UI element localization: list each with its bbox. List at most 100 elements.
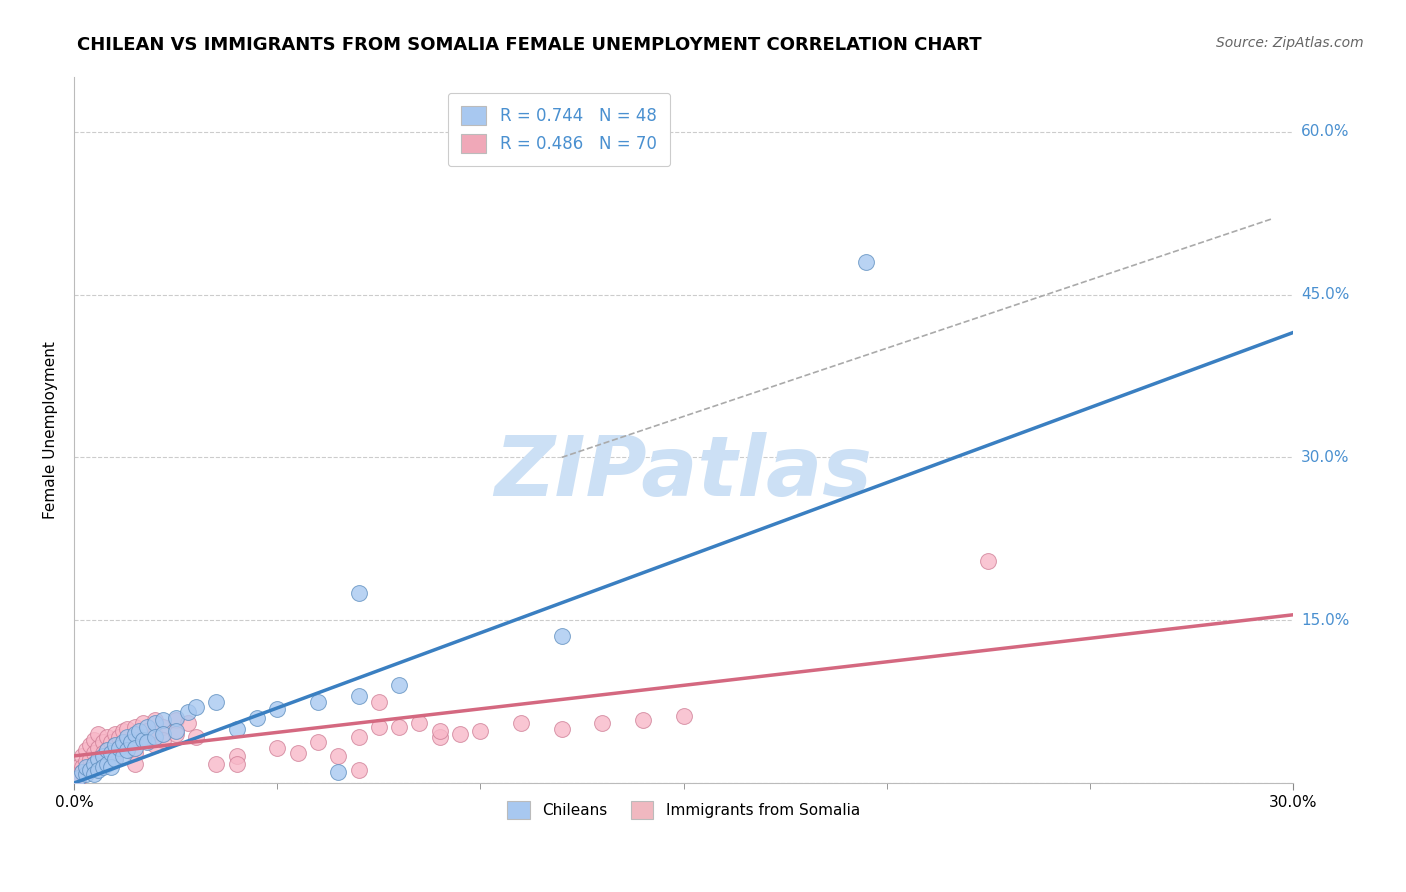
Point xyxy=(550,630,572,644)
Point xyxy=(136,723,159,738)
Point xyxy=(70,760,93,774)
Point xyxy=(367,720,389,734)
Point xyxy=(70,765,93,780)
Text: ZIPatlas: ZIPatlas xyxy=(495,432,873,513)
Point xyxy=(67,772,90,787)
Text: CHILEAN VS IMMIGRANTS FROM SOMALIA FEMALE UNEMPLOYMENT CORRELATION CHART: CHILEAN VS IMMIGRANTS FROM SOMALIA FEMAL… xyxy=(77,36,981,54)
Point xyxy=(124,720,146,734)
Point xyxy=(104,752,127,766)
Point xyxy=(100,760,122,774)
Point xyxy=(115,743,138,757)
Point xyxy=(152,732,174,747)
Point xyxy=(115,731,138,745)
Point xyxy=(672,708,695,723)
Point xyxy=(225,748,247,763)
Point xyxy=(266,741,288,756)
Point xyxy=(855,255,877,269)
Y-axis label: Female Unemployment: Female Unemployment xyxy=(44,342,58,519)
Point xyxy=(96,743,118,757)
Point xyxy=(96,756,118,771)
Point xyxy=(83,756,105,771)
Point xyxy=(87,727,110,741)
Point xyxy=(104,752,127,766)
Point xyxy=(367,695,389,709)
Point xyxy=(124,746,146,760)
Point xyxy=(550,722,572,736)
Point xyxy=(100,746,122,760)
Point xyxy=(143,738,166,752)
Point xyxy=(83,732,105,747)
Point xyxy=(91,748,114,763)
Point xyxy=(143,731,166,745)
Point xyxy=(100,735,122,749)
Point xyxy=(177,706,200,720)
Point xyxy=(100,746,122,760)
Point xyxy=(184,700,207,714)
Point xyxy=(184,731,207,745)
Point xyxy=(132,732,155,747)
Point xyxy=(115,722,138,736)
Point xyxy=(79,752,101,766)
Point xyxy=(124,727,146,741)
Point xyxy=(143,713,166,727)
Point xyxy=(246,711,269,725)
Point xyxy=(111,735,134,749)
Point xyxy=(307,695,329,709)
Point xyxy=(165,727,187,741)
Point xyxy=(152,713,174,727)
Point xyxy=(591,716,613,731)
Point xyxy=(115,735,138,749)
Point xyxy=(205,756,228,771)
Point xyxy=(75,767,97,781)
Text: 30.0%: 30.0% xyxy=(1301,450,1350,465)
Point xyxy=(328,765,350,780)
Point xyxy=(470,723,492,738)
Text: 45.0%: 45.0% xyxy=(1301,287,1350,302)
Point xyxy=(266,702,288,716)
Point xyxy=(75,743,97,757)
Point xyxy=(143,727,166,741)
Point xyxy=(347,586,370,600)
Point xyxy=(111,738,134,752)
Point xyxy=(429,731,451,745)
Point xyxy=(132,716,155,731)
Point xyxy=(70,765,93,780)
Point xyxy=(165,713,187,727)
Point xyxy=(87,763,110,777)
Legend: Chileans, Immigrants from Somalia: Chileans, Immigrants from Somalia xyxy=(501,795,866,825)
Point xyxy=(408,716,430,731)
Point xyxy=(388,678,411,692)
Point xyxy=(225,756,247,771)
Point xyxy=(388,720,411,734)
Point xyxy=(152,720,174,734)
Point xyxy=(104,738,127,752)
Point xyxy=(143,716,166,731)
Point xyxy=(225,722,247,736)
Point xyxy=(104,738,127,752)
Point xyxy=(136,720,159,734)
Point xyxy=(128,723,150,738)
Point xyxy=(165,711,187,725)
Point xyxy=(96,743,118,757)
Point xyxy=(510,716,533,731)
Point xyxy=(79,763,101,777)
Point xyxy=(136,735,159,749)
Point xyxy=(63,771,86,785)
Point xyxy=(107,731,129,745)
Point xyxy=(124,732,146,747)
Point xyxy=(87,752,110,766)
Point xyxy=(177,716,200,731)
Point xyxy=(87,755,110,769)
Point xyxy=(75,755,97,769)
Point xyxy=(111,723,134,738)
Point xyxy=(96,731,118,745)
Text: Source: ZipAtlas.com: Source: ZipAtlas.com xyxy=(1216,36,1364,50)
Point xyxy=(67,767,90,781)
Point xyxy=(79,738,101,752)
Point xyxy=(631,713,654,727)
Point xyxy=(70,748,93,763)
Point xyxy=(83,767,105,781)
Point xyxy=(205,695,228,709)
Point xyxy=(111,748,134,763)
Point xyxy=(83,746,105,760)
